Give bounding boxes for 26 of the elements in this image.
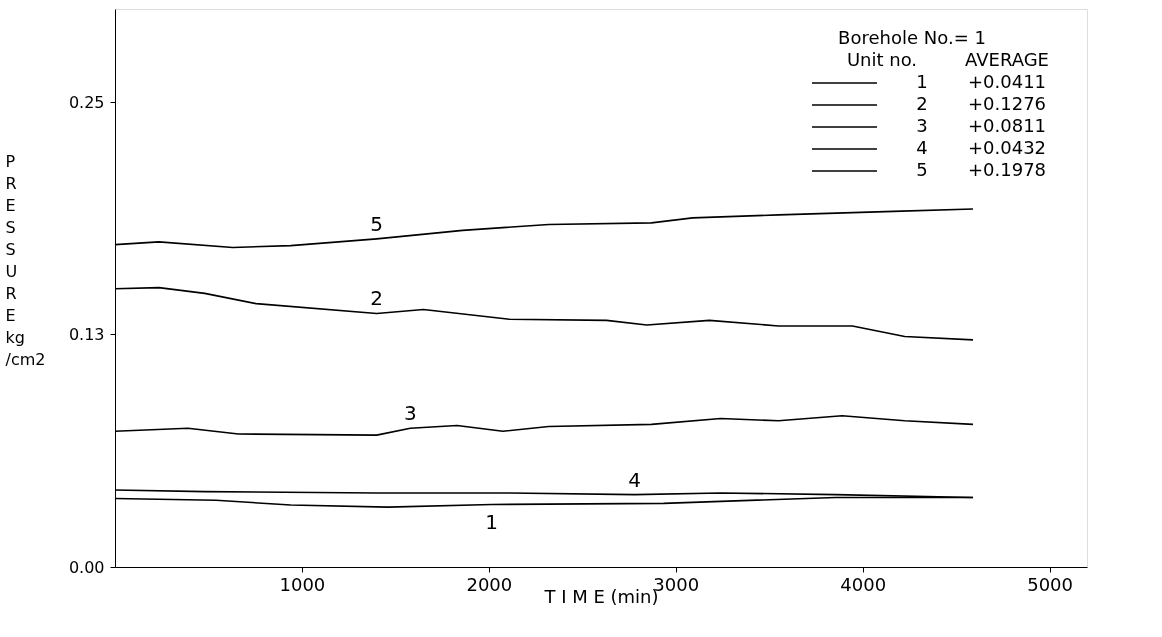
legend-label: 3	[916, 115, 928, 136]
x-tick-label: 5000	[1027, 573, 1074, 595]
x-tick-label: 4000	[840, 573, 887, 595]
y-tick-label: 0.25	[68, 92, 105, 112]
text: 5	[370, 211, 384, 236]
text: 3	[403, 401, 417, 426]
text: 4	[628, 467, 642, 492]
annotation: +0.0411	[967, 71, 1047, 92]
legend-label: 1	[916, 71, 928, 92]
text: 2	[370, 286, 384, 311]
annotation: AVERAGE	[965, 49, 1049, 70]
y-tick-label: 0.13	[68, 325, 105, 344]
x-tick-label: 1000	[279, 573, 326, 595]
annotation: +0.0432	[967, 137, 1047, 158]
legend-title: Borehole No.= 1	[838, 27, 986, 48]
annotation: +0.1276	[967, 93, 1047, 114]
annotation: Unit no.	[846, 49, 918, 70]
annotation: +0.1978	[967, 159, 1047, 180]
legend-label: 2	[916, 93, 928, 114]
legend-label: 5	[916, 159, 928, 180]
x-tick-label: 2000	[466, 573, 513, 595]
annotation: +0.0811	[967, 115, 1047, 136]
y-tick-label: 0.00	[68, 557, 105, 577]
text: PRESSURE kg /cm2	[5, 151, 46, 369]
legend-label: 4	[916, 137, 928, 158]
text: 1	[485, 509, 499, 534]
